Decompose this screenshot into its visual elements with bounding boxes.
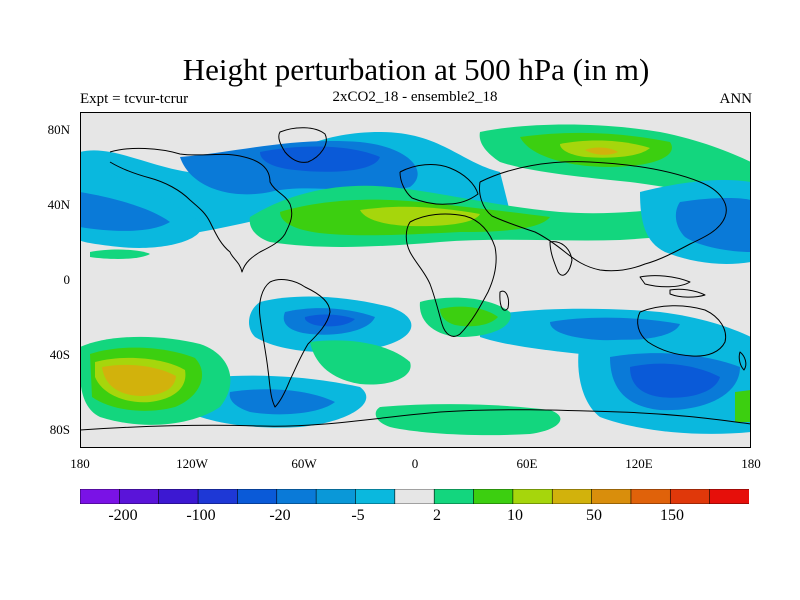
colorbar-label-m100: -100 bbox=[186, 507, 216, 524]
colorbar-swatch bbox=[315, 489, 357, 504]
map-panel bbox=[80, 112, 751, 448]
coastline-south-america bbox=[259, 279, 331, 408]
lat-label-40s: 40S bbox=[49, 347, 70, 362]
lon-label-180e: 180 bbox=[741, 456, 761, 471]
colorbar-swatch bbox=[433, 489, 475, 504]
colorbar-swatch bbox=[237, 489, 278, 504]
coastlines bbox=[80, 127, 751, 431]
colorbar-label-50: 50 bbox=[586, 507, 602, 524]
coastline-greenland bbox=[278, 127, 327, 163]
contour-negative-south-atlantic-deep bbox=[304, 314, 355, 327]
coastline-africa bbox=[405, 213, 497, 337]
lat-label-80s: 80S bbox=[49, 422, 70, 437]
experiment-label: Expt = tcvur-tcrur bbox=[80, 91, 189, 107]
contour-negative-east-asia-core bbox=[675, 197, 751, 252]
coastline-north-america bbox=[109, 147, 293, 273]
lon-label-0: 0 bbox=[411, 456, 419, 471]
colorbar-swatch bbox=[119, 489, 160, 504]
colorbar-swatch bbox=[473, 489, 514, 504]
contour-positive-south-africa-core bbox=[440, 306, 498, 327]
colorbar-label-2: 2 bbox=[433, 507, 441, 524]
colorbar bbox=[80, 489, 749, 504]
map-canvas bbox=[80, 112, 751, 448]
colorbar-swatch bbox=[709, 489, 749, 504]
contour-negative-north-deep bbox=[260, 146, 380, 172]
lon-label-60w: 60W bbox=[291, 456, 317, 471]
colorbar-label-m200: -200 bbox=[108, 507, 138, 524]
contour-positive-eurasia bbox=[360, 206, 480, 227]
coastline-indonesia bbox=[639, 275, 706, 298]
lat-label-80n: 80N bbox=[47, 122, 70, 137]
coastline-europe bbox=[399, 164, 479, 205]
coastline-madagascar bbox=[499, 290, 509, 311]
colorbar-label-m20: -20 bbox=[269, 507, 291, 524]
colorbar-swatch bbox=[551, 489, 593, 504]
contour-max-arctic bbox=[585, 147, 618, 155]
run-label: 2xCO2_18 - ensemble2_18 bbox=[332, 89, 498, 105]
contour-positive-east-antarctic bbox=[735, 390, 751, 422]
colorbar-label-m5: -5 bbox=[351, 507, 365, 524]
lon-label-180w: 180 bbox=[70, 456, 90, 471]
contour-positive-tropical-pacific bbox=[90, 249, 150, 259]
colorbar-swatch bbox=[158, 489, 199, 504]
colorbar-swatch bbox=[276, 489, 317, 504]
colorbar-swatch bbox=[630, 489, 672, 504]
colorbar-label-10: 10 bbox=[507, 507, 523, 524]
colorbar-swatch bbox=[394, 489, 435, 504]
colorbar-label-150: 150 bbox=[660, 507, 684, 524]
contour-positive-south-atlantic bbox=[310, 340, 411, 385]
contour-negative-west-core bbox=[80, 192, 170, 231]
plot-title: Height perturbation at 500 hPa (in m) bbox=[182, 52, 650, 87]
contour-max-south-pacific bbox=[102, 364, 176, 396]
contour-negative-drake-core bbox=[229, 389, 335, 415]
colorbar-swatch bbox=[80, 489, 121, 504]
colorbar-swatch bbox=[355, 489, 396, 504]
lon-label-60e: 60E bbox=[516, 456, 538, 471]
contour-negative-southern-deep bbox=[630, 363, 720, 398]
coastline-india bbox=[549, 241, 573, 276]
colorbar-swatch bbox=[591, 489, 632, 504]
map-frame bbox=[80, 112, 751, 448]
lon-label-120w: 120W bbox=[176, 456, 208, 471]
lat-label-40n: 40N bbox=[47, 197, 70, 212]
colorbar-swatch bbox=[512, 489, 554, 504]
coastline-asia bbox=[479, 161, 727, 272]
coastline-australia bbox=[637, 305, 727, 357]
contour-positive-antarctic bbox=[375, 404, 561, 436]
colorbar-swatch bbox=[197, 489, 239, 504]
lat-label-0: 0 bbox=[63, 272, 71, 287]
colorbar-swatch bbox=[669, 489, 711, 504]
coastline-antarctica bbox=[80, 409, 751, 431]
lon-label-120e: 120E bbox=[625, 456, 653, 471]
period-label: ANN bbox=[719, 91, 753, 107]
coastline-new-zealand bbox=[738, 351, 747, 371]
contour-negative-south-indian-core bbox=[550, 317, 680, 341]
